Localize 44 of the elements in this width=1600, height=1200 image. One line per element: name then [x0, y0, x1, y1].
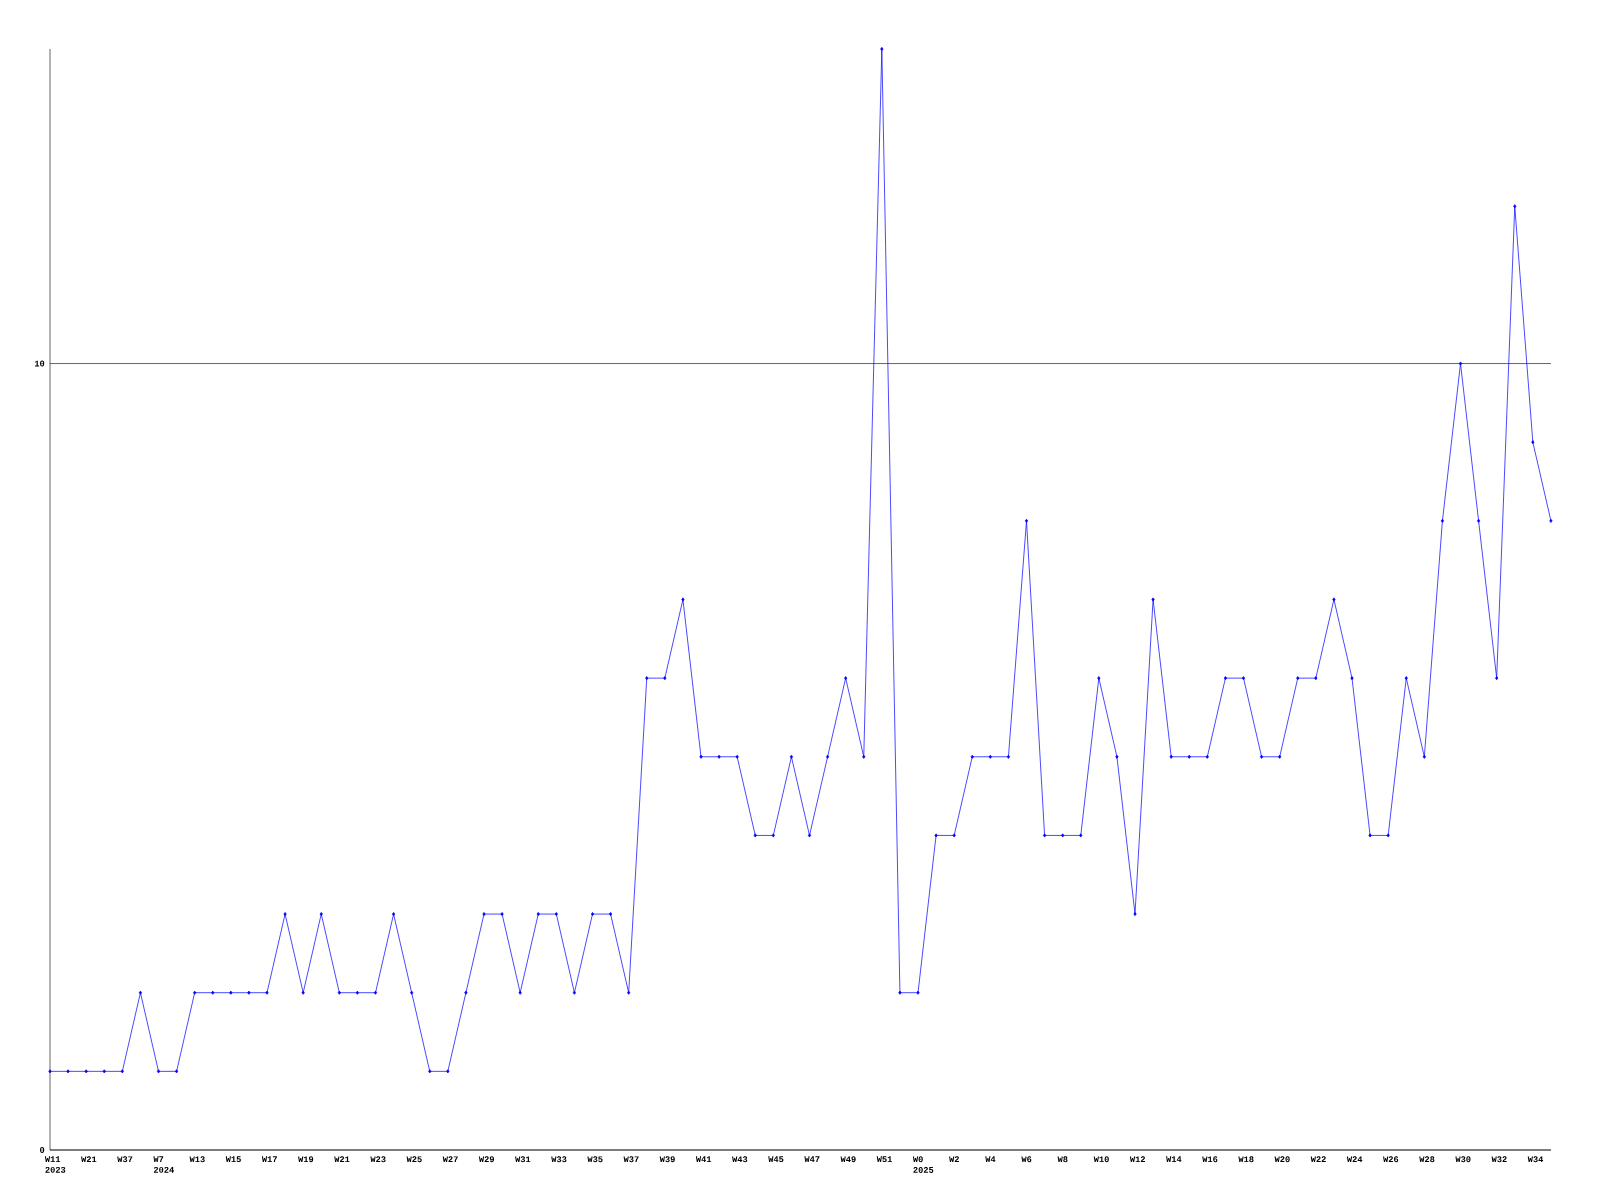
- y-tick-label: 10: [34, 360, 45, 367]
- x-tick-label: W43: [732, 1156, 748, 1163]
- x-tick-label: W41: [695, 1156, 712, 1163]
- x-tick-label: W51: [876, 1156, 892, 1163]
- x-tick-label: W21: [81, 1156, 97, 1163]
- x-tick-label: W18: [1238, 1156, 1254, 1163]
- x-tick-label: W34: [1527, 1156, 1544, 1163]
- x-tick-label: W10: [1093, 1156, 1109, 1163]
- x-tick-label: W37: [623, 1156, 639, 1163]
- x-tick-label: W4: [985, 1156, 996, 1163]
- x-tick-label: W27: [442, 1156, 458, 1163]
- x-tick-label: W15: [225, 1156, 241, 1163]
- x-tick-label: W47: [804, 1156, 820, 1163]
- x-tick-label: W33: [551, 1156, 567, 1163]
- x-tick-label: W20: [1274, 1156, 1290, 1163]
- x-tick-label: W35: [587, 1156, 603, 1163]
- x-tick-label: W39: [659, 1156, 675, 1163]
- x-tick-label: W30: [1455, 1156, 1471, 1163]
- x-tick-label: W19: [298, 1156, 314, 1163]
- x-tick-label: W11 2023: [44, 1156, 66, 1173]
- x-tick-label: W23: [370, 1156, 386, 1163]
- x-tick-label: W6: [1021, 1156, 1032, 1163]
- x-tick-label: W26: [1383, 1156, 1399, 1163]
- x-tick-label: W12: [1129, 1156, 1145, 1163]
- x-tick-label: W24: [1346, 1156, 1363, 1163]
- x-tick-label: W8: [1057, 1156, 1068, 1163]
- x-tick-label: W49: [840, 1156, 856, 1163]
- x-tick-label: W14: [1166, 1156, 1182, 1163]
- x-tick-label: W32: [1491, 1156, 1507, 1163]
- x-tick-label: W17: [261, 1156, 277, 1163]
- x-tick-label: W2: [949, 1156, 959, 1163]
- x-tick-label: W28: [1419, 1156, 1435, 1163]
- x-tick-label: W13: [189, 1156, 205, 1163]
- x-tick-label: W7 2024: [153, 1156, 174, 1173]
- y-tick-label: 0: [40, 1147, 45, 1153]
- x-tick-label: W0 2025: [912, 1156, 934, 1173]
- x-tick-label: W21: [334, 1156, 350, 1163]
- x-tick-label: W45: [768, 1156, 784, 1163]
- x-tick-label: W37: [117, 1156, 133, 1163]
- x-tick-label: W31: [515, 1156, 531, 1163]
- x-tick-label: W16: [1202, 1156, 1218, 1163]
- x-tick-label: W22: [1310, 1156, 1326, 1163]
- x-tick-label: W25: [406, 1156, 422, 1163]
- x-tick-label: W29: [478, 1156, 494, 1163]
